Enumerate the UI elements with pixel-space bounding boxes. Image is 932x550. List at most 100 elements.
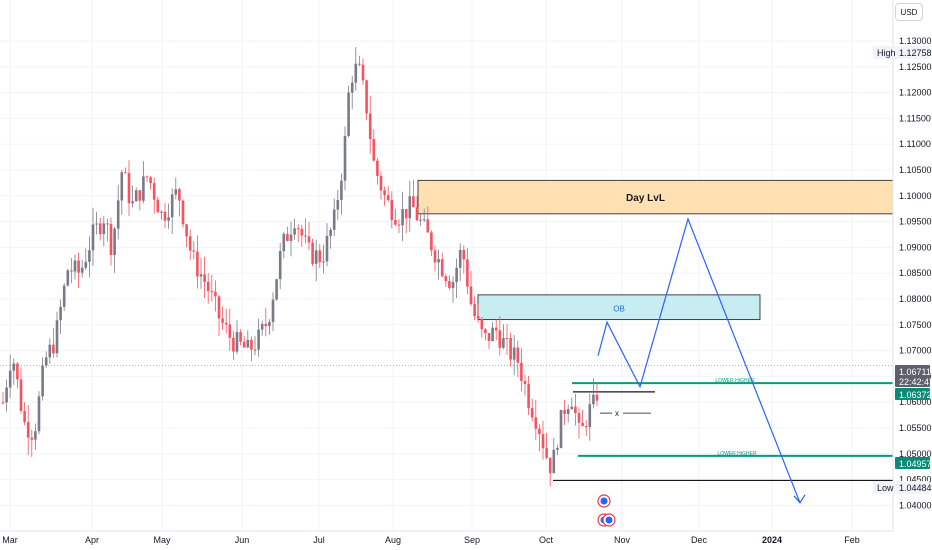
candle-body: [73, 260, 77, 272]
candle-body: [559, 409, 563, 448]
candle-body: [185, 224, 188, 237]
time-axis: Mar Apr May Jun Jul Aug Sep Oct Nov Dec 2024 Feb: [0, 530, 893, 545]
candle-body: [203, 274, 206, 282]
candle-body: [52, 344, 55, 354]
low-badge-value: 1.04484: [899, 483, 932, 493]
price-tick-label: 1.08000: [899, 294, 932, 304]
projection-line: [597, 217, 801, 504]
day-level-zone: [417, 179, 894, 215]
candle-body: [228, 324, 232, 338]
candle-body: [462, 249, 466, 260]
candle-body: [214, 291, 217, 297]
candle-body: [318, 250, 322, 263]
candle-body: [538, 428, 541, 435]
time-tick-label: 2024: [762, 535, 782, 545]
candle-body: [62, 285, 66, 307]
candle-body: [124, 172, 127, 174]
candle-body: [149, 177, 152, 184]
candle-body: [8, 370, 12, 388]
candle-body: [520, 362, 523, 381]
candle-body: [156, 199, 160, 213]
candle-body: [386, 195, 390, 201]
candle-body: [23, 410, 26, 423]
time-tick-label: Apr: [85, 535, 99, 545]
candle-body: [588, 404, 592, 427]
candle-body: [340, 180, 343, 200]
candle-body: [224, 322, 228, 325]
level1-badge-text: 1.06372: [899, 390, 932, 400]
candle-body: [142, 176, 145, 201]
candle-body: [296, 228, 300, 230]
price-tick-label: 1.06000: [899, 397, 932, 407]
candle-body: [329, 229, 332, 236]
candle-body: [246, 339, 250, 348]
candle-body: [412, 196, 415, 208]
candle-body: [91, 224, 95, 251]
candle-body: [354, 63, 358, 83]
candle-body: [466, 259, 469, 287]
candle-body: [509, 338, 512, 360]
candle-body: [548, 457, 552, 474]
candle-body: [592, 394, 595, 405]
candle-body: [404, 209, 408, 219]
candle-body: [44, 357, 48, 366]
candle-body: [5, 387, 8, 403]
candle-body: [502, 338, 505, 348]
time-tick-label: Sep: [464, 535, 480, 545]
event-marker-dot: [605, 516, 613, 524]
candle-body: [336, 199, 340, 210]
candle-body: [332, 209, 336, 230]
candle-body: [188, 236, 192, 251]
projection-arrowhead: [793, 494, 806, 504]
candle-body: [527, 384, 530, 409]
level2-badge-bg: [895, 457, 930, 469]
candle-body: [314, 250, 318, 264]
candle-body: [275, 279, 278, 300]
candle-body: [253, 349, 257, 351]
lower-higher-label: LOWER HIGHER: [715, 378, 755, 384]
currency-button[interactable]: USD: [895, 3, 923, 21]
candle-body: [66, 270, 70, 286]
candle-body: [160, 211, 163, 213]
candle-body: [534, 417, 538, 429]
candle-body: [358, 63, 361, 65]
candle-body: [494, 327, 498, 331]
price-tick-label: 1.05000: [899, 449, 932, 459]
candle-body: [210, 291, 214, 293]
candle-body: [192, 250, 196, 252]
candle-body: [574, 406, 577, 414]
time-tick-label: Nov: [614, 535, 631, 545]
time-tick-label: Oct: [539, 535, 554, 545]
candle-body: [433, 250, 437, 263]
candle-body: [181, 200, 185, 225]
candle-body: [26, 422, 30, 438]
candle-body: [221, 318, 224, 323]
price-tick-label: 1.07000: [899, 346, 932, 356]
candle-body: [437, 259, 440, 263]
candle-body: [127, 173, 131, 204]
candle-body: [545, 448, 548, 458]
candle-body: [444, 276, 448, 282]
candle-body: [84, 261, 88, 268]
candle-body: [12, 363, 16, 371]
price-axis: 1.13000 1.12500 1.12000 1.11500 1.11000 1.105…: [892, 0, 932, 531]
candle-body: [469, 286, 473, 305]
candle-body: [282, 233, 286, 252]
price-tick-label: 1.11500: [899, 113, 931, 123]
candle-body: [408, 196, 412, 219]
candle-body: [300, 228, 304, 236]
candle-body: [390, 200, 394, 221]
last-price-badge-bg: [895, 365, 930, 387]
candle-body: [167, 217, 170, 221]
ob-label: OB: [613, 304, 625, 313]
high-badge-label: High: [877, 48, 896, 58]
candle-body: [88, 250, 91, 262]
candle-body: [16, 363, 19, 380]
candle-body: [152, 183, 156, 200]
candle-body: [383, 190, 386, 196]
candle-body: [170, 194, 174, 218]
candle-body: [131, 201, 134, 204]
candle-body: [325, 235, 329, 262]
